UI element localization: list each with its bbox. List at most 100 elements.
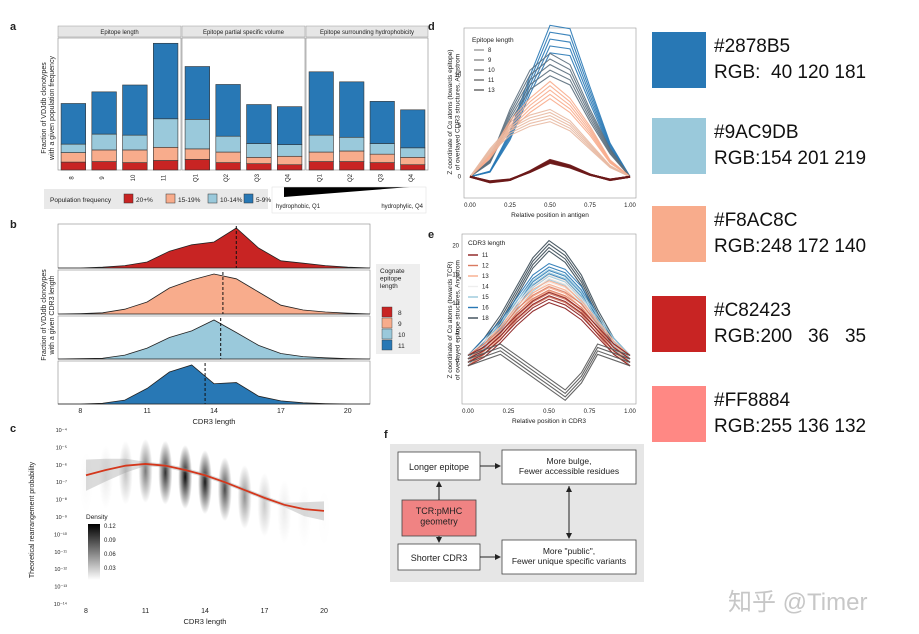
legend-key (165, 193, 176, 204)
x-tick-label: 0.00 (462, 409, 474, 415)
bar-segment (91, 149, 117, 162)
swatch-hex-2: #9AC9DB (714, 122, 799, 143)
confidence-band (86, 458, 324, 521)
structure-line (469, 158, 631, 184)
bar-segment (215, 162, 241, 171)
bar-segment (369, 101, 395, 144)
bar-segment (60, 161, 86, 171)
density-cell (178, 444, 193, 509)
structure-line (467, 280, 631, 356)
legend-label: 13 (488, 88, 495, 94)
x-tick-label: 0.00 (464, 203, 476, 209)
y-tick-label: 10⁻¹⁰ (54, 531, 68, 538)
swatch-hex-3: #F8AC8C (714, 210, 798, 231)
color-swatch-legend: #2878B5 RGB: 40 120 181 #9AC9DB RGB:154 … (652, 0, 914, 634)
x-tick-label: Q3 (378, 173, 384, 182)
y-tick-label: 10⁻⁴ (56, 427, 68, 434)
bar-segment (400, 147, 426, 158)
swatch-rgb-3: RGB:248 172 140 (714, 236, 867, 257)
structure-line (467, 346, 631, 395)
legend-title: Cognate epitope length (380, 268, 405, 290)
legend-label: 15 (482, 295, 489, 301)
gradient-frame (271, 186, 427, 214)
y-tick-label: 0 (458, 175, 462, 181)
x-tick-label: 0.25 (503, 409, 515, 415)
legend-label: 14 (482, 285, 489, 291)
structure-line (467, 239, 631, 356)
bar-segment (91, 91, 117, 135)
box-public (501, 539, 637, 575)
x-tick-label: 8 (69, 176, 75, 180)
legend-label: 20+% (136, 197, 153, 204)
x-tick-label: 0.50 (543, 409, 555, 415)
legend-key (381, 328, 393, 340)
structure-line (467, 343, 631, 391)
bar-segment (184, 66, 210, 120)
density-cell (277, 479, 292, 544)
bar-segment (153, 146, 179, 161)
bar-segment (153, 118, 179, 148)
legend-label: 8 (398, 310, 402, 317)
bar-segment (339, 136, 365, 152)
bar-segment (153, 42, 179, 120)
structure-line (467, 350, 631, 398)
y-tick-label: 10⁻⁹ (56, 514, 67, 521)
legend-title: Density (86, 514, 108, 521)
swatch-color-5 (652, 386, 706, 442)
panel-a: a Fraction of VDJdb clonotypeswith a give… (10, 21, 429, 214)
legend-key (381, 306, 393, 318)
y-tick-label: 10 (454, 73, 461, 79)
y-tick-label: 5 (456, 330, 460, 336)
legend-label: 11 (482, 253, 489, 259)
x-axis-label: CDR3 length (193, 417, 236, 426)
box-bulge-label: More bulge, Fewer accessible residues (519, 456, 619, 476)
density-cell (217, 457, 232, 522)
x-tick-label: 14 (201, 608, 209, 615)
x-tick-label: Q1 (317, 173, 323, 182)
structure-line (467, 291, 631, 356)
panel-a-label: a (10, 21, 17, 33)
structure-line (469, 121, 631, 178)
bar-segment (246, 104, 272, 144)
swatch-color-3 (652, 206, 706, 262)
x-tick-label: Q1 (193, 173, 199, 182)
legend-label: 5-9% (256, 197, 271, 204)
legend-label: 10 (398, 332, 406, 339)
legend-label: 16 (482, 306, 489, 312)
x-tick-label: 0.75 (584, 409, 596, 415)
density-cell (98, 444, 113, 509)
x-tick-label: Q4 (409, 173, 415, 182)
y-tick-label: 10 (452, 301, 459, 307)
legend-label: 18 (482, 316, 489, 322)
y-tick-label: 10⁻¹² (54, 567, 67, 573)
structure-line (469, 118, 631, 178)
gradient-right-label: hydrophylic, Q4 (381, 204, 423, 210)
fit-line (85, 463, 325, 512)
panel-e: e Z coordinate of Cα atoms (towards TCR)o… (428, 229, 636, 425)
x-tick-label: 20 (320, 608, 328, 615)
bar-segment (60, 152, 86, 163)
structure-line (469, 108, 631, 178)
structure-line (469, 98, 631, 178)
structure-line (467, 302, 631, 367)
density-cell (237, 464, 252, 529)
plot-frame (461, 233, 637, 405)
ridge-area (57, 273, 371, 315)
bar-segment (91, 161, 117, 171)
x-tick-label: 0.25 (504, 203, 516, 209)
bar-segment (184, 148, 210, 160)
swatch-rgb-5: RGB:255 136 132 (714, 416, 867, 437)
structure-line (469, 114, 631, 178)
structure-line (467, 353, 631, 402)
bar-segment (60, 103, 86, 145)
structure-line (469, 24, 631, 178)
facet-strip (305, 25, 429, 38)
legend-tick-label: 0.12 (104, 524, 116, 530)
box-public-label: More "public", Fewer unique specific vari… (512, 546, 626, 566)
legend-key (381, 317, 393, 329)
swatch-color-2 (652, 118, 706, 174)
x-tick-label: 14 (210, 408, 218, 415)
bar-segment (184, 159, 210, 171)
legend-tick-label: 0.03 (104, 566, 116, 572)
bar-segment (339, 161, 365, 171)
